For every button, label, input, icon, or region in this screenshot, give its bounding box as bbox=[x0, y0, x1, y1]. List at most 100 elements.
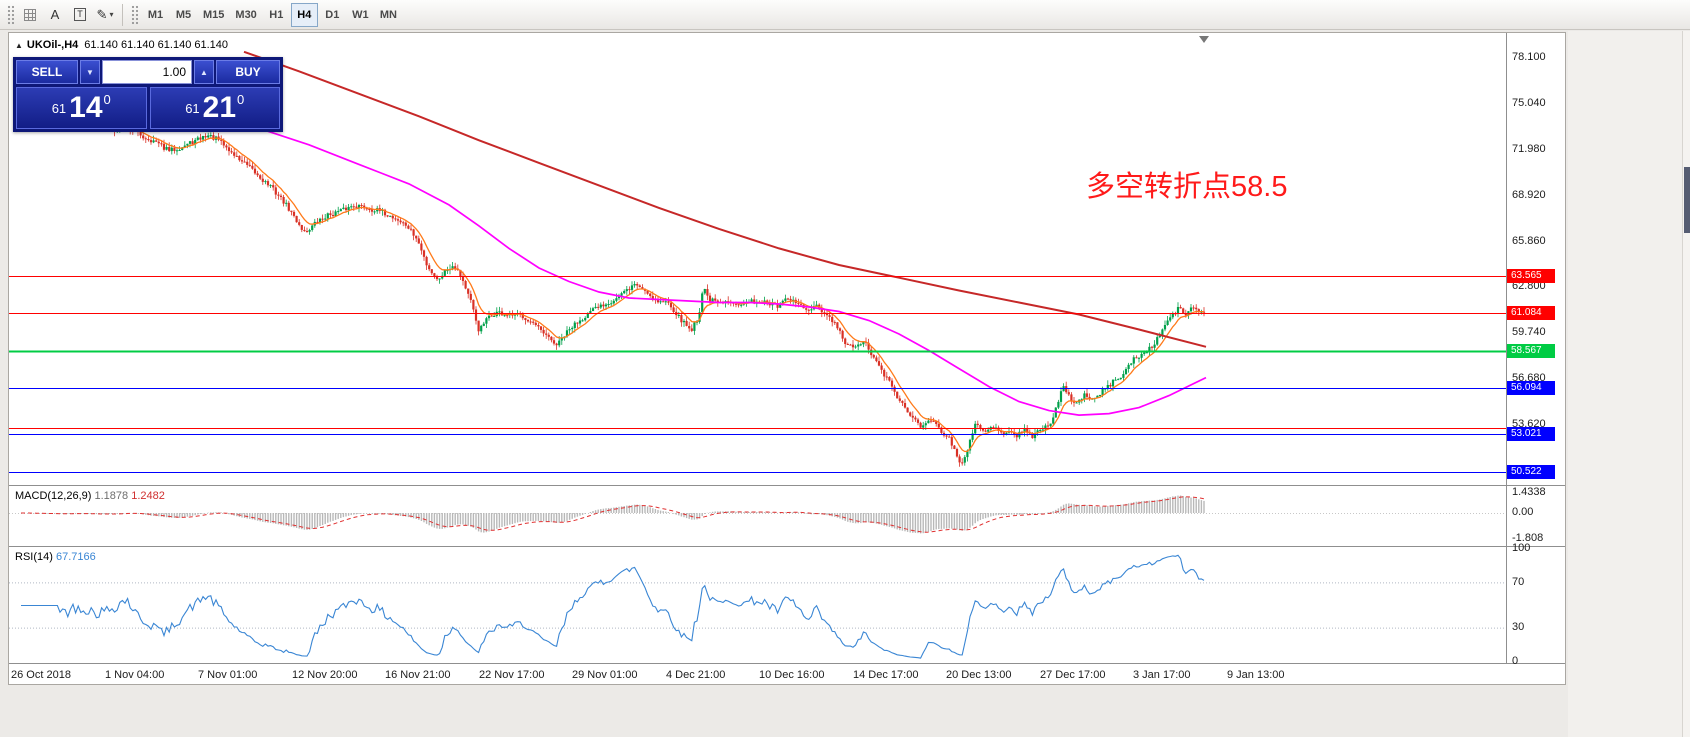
ma-mid-line[interactable] bbox=[20, 79, 1207, 416]
macd-indicator-pane[interactable] bbox=[9, 486, 1506, 546]
vertical-scrollbar[interactable] bbox=[1682, 31, 1690, 737]
price-tag-53.021: 53.021 bbox=[1507, 427, 1555, 441]
macd-tick-1.4338: 1.4338 bbox=[1512, 486, 1546, 498]
time-label-3: 12 Nov 20:00 bbox=[292, 669, 358, 681]
price-chart[interactable] bbox=[9, 33, 1506, 485]
candlesticks bbox=[113, 122, 1206, 467]
time-label-10: 20 Dec 13:00 bbox=[946, 669, 1012, 681]
toolbar: A T ✎ ▾ M1 M5 M15 M30 H1 H4 D1 W1 MN bbox=[0, 0, 1690, 30]
main-macd-divider bbox=[9, 485, 1565, 486]
scrollbar-thumb[interactable] bbox=[1684, 167, 1690, 233]
trade-prices-row: 61 14 0 61 21 0 bbox=[16, 87, 280, 129]
rsi-tick-70: 70 bbox=[1512, 576, 1525, 588]
window-right-margin bbox=[1568, 31, 1682, 737]
lot-dropdown-button[interactable]: ▼ bbox=[80, 60, 100, 84]
ma-slow-line[interactable] bbox=[243, 50, 1207, 348]
one-click-panel-toggle-icon[interactable]: ▲ bbox=[15, 41, 23, 50]
macd-name: MACD(12,26,9) bbox=[15, 490, 92, 502]
buy-price-big: 21 bbox=[202, 91, 237, 124]
rsi-name: RSI(14) bbox=[15, 551, 53, 563]
rsi-line bbox=[21, 554, 1205, 659]
price-tag-50.522: 50.522 bbox=[1507, 465, 1555, 479]
text-label-icon: A bbox=[50, 7, 60, 22]
ohlc-quotes: 61.140 61.140 61.140 61.140 bbox=[84, 39, 229, 51]
timeframe-button-m15[interactable]: M15 bbox=[198, 3, 229, 27]
time-label-4: 16 Nov 21:00 bbox=[385, 669, 451, 681]
grid-tool-button[interactable] bbox=[18, 3, 42, 27]
timeframe-toolbar-drag-handle[interactable] bbox=[131, 4, 138, 25]
rsi-timeaxis-divider bbox=[9, 663, 1565, 664]
buy-button[interactable]: BUY bbox=[216, 60, 280, 84]
price-tick-78.100: 78.100 bbox=[1512, 51, 1546, 63]
time-label-1: 1 Nov 04:00 bbox=[105, 669, 165, 681]
time-label-9: 14 Dec 17:00 bbox=[853, 669, 919, 681]
timeframe-button-mn[interactable]: MN bbox=[375, 3, 402, 27]
lot-increase-button[interactable]: ▲ bbox=[194, 60, 214, 84]
chart-shift-marker[interactable] bbox=[1199, 36, 1209, 43]
buy-price-superscript: 0 bbox=[237, 91, 245, 107]
lot-size-input[interactable] bbox=[102, 60, 192, 84]
sell-price-superscript: 0 bbox=[103, 91, 111, 107]
chart-window: ▲ UKOil-,H4 61.140 61.140 61.140 61.140 SE… bbox=[8, 32, 1566, 685]
grid-icon bbox=[24, 8, 36, 21]
time-label-7: 4 Dec 21:00 bbox=[666, 669, 726, 681]
rsi-label: RSI(14) 67.7166 bbox=[15, 551, 96, 563]
timeframe-button-m1[interactable]: M1 bbox=[142, 3, 169, 27]
timeframe-button-h4[interactable]: H4 bbox=[290, 2, 318, 27]
price-tick-68.920: 68.920 bbox=[1512, 189, 1546, 201]
price-tick-59.740: 59.740 bbox=[1512, 326, 1546, 338]
text-label-tool-button[interactable]: A bbox=[43, 3, 67, 27]
sell-price-prefix: 61 bbox=[51, 100, 67, 116]
time-label-11: 27 Dec 17:00 bbox=[1040, 669, 1106, 681]
timeframe-toolbar: M1 M5 M15 M30 H1 H4 D1 W1 MN bbox=[142, 2, 402, 27]
macd-tick-0.00: 0.00 bbox=[1512, 506, 1534, 518]
rsi-tick-0: 0 bbox=[1512, 655, 1519, 667]
price-tag-61.084: 61.084 bbox=[1507, 306, 1555, 320]
time-label-8: 10 Dec 16:00 bbox=[759, 669, 825, 681]
toolbar-drag-handle[interactable] bbox=[7, 4, 14, 25]
symbol-label: UKOil-,H4 bbox=[26, 39, 79, 51]
sell-price-big: 14 bbox=[69, 91, 103, 124]
timeframe-button-d1[interactable]: D1 bbox=[319, 3, 346, 27]
time-label-13: 9 Jan 13:00 bbox=[1227, 669, 1285, 681]
time-label-12: 3 Jan 17:00 bbox=[1133, 669, 1191, 681]
price-tag-58.567: 58.567 bbox=[1507, 344, 1555, 358]
macd-label: MACD(12,26,9) 1.1878 1.2482 bbox=[15, 490, 165, 502]
price-axis-separator bbox=[1506, 33, 1507, 663]
sell-button[interactable]: SELL bbox=[16, 60, 78, 84]
rsi-tick-100: 100 bbox=[1512, 542, 1531, 554]
timeframe-button-h1[interactable]: H1 bbox=[263, 3, 290, 27]
timeframe-button-w1[interactable]: W1 bbox=[347, 3, 374, 27]
chart-annotation: 多空转折点58.5 bbox=[1086, 171, 1288, 203]
timeframe-button-m30[interactable]: M30 bbox=[230, 3, 261, 27]
macd-tick--1.808: -1.808 bbox=[1512, 532, 1544, 544]
price-tick-71.980: 71.980 bbox=[1512, 143, 1546, 155]
time-label-6: 29 Nov 01:00 bbox=[572, 669, 638, 681]
price-tick-62.800: 62.800 bbox=[1512, 280, 1546, 292]
macd-rsi-divider bbox=[9, 546, 1565, 547]
text-box-tool-button[interactable]: T bbox=[68, 3, 92, 27]
price-tick-75.040: 75.040 bbox=[1512, 97, 1546, 109]
macd-signal-line bbox=[21, 496, 1205, 533]
rsi-indicator-pane[interactable] bbox=[9, 547, 1506, 663]
chevron-down-icon: ▾ bbox=[109, 10, 114, 19]
toolbar-separator bbox=[122, 3, 123, 26]
price-tag-56.094: 56.094 bbox=[1507, 381, 1555, 395]
rsi-value: 67.7166 bbox=[55, 551, 96, 563]
chart-title: ▲ UKOil-,H4 61.140 61.140 61.140 61.140 bbox=[15, 39, 228, 51]
sell-price-display[interactable]: 61 14 0 bbox=[16, 87, 147, 129]
ma-fast-line[interactable] bbox=[114, 127, 1205, 453]
text-box-icon: T bbox=[74, 8, 86, 21]
macd-histogram bbox=[22, 495, 1205, 534]
buy-price-display[interactable]: 61 21 0 bbox=[149, 87, 280, 129]
time-label-2: 7 Nov 01:00 bbox=[198, 669, 258, 681]
time-label-5: 22 Nov 17:00 bbox=[479, 669, 545, 681]
timeframe-button-m5[interactable]: M5 bbox=[170, 3, 197, 27]
trade-buttons-row: SELL ▼ ▲ BUY bbox=[16, 60, 280, 84]
price-tick-65.860: 65.860 bbox=[1512, 235, 1546, 247]
shapes-dropdown-button[interactable]: ✎ ▾ bbox=[93, 3, 117, 27]
price-tag-63.565: 63.565 bbox=[1507, 269, 1555, 283]
pencil-icon: ✎ bbox=[96, 6, 108, 22]
macd-signal-value: 1.2482 bbox=[131, 490, 165, 502]
